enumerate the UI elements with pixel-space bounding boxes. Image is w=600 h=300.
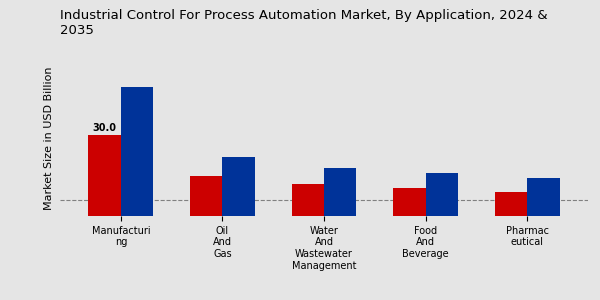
Bar	[88, 135, 121, 216]
Bar	[121, 87, 154, 216]
Y-axis label: Market Size in USD Billion: Market Size in USD Billion	[44, 66, 55, 210]
Bar	[324, 168, 356, 216]
Bar	[190, 176, 223, 216]
Bar	[223, 157, 255, 216]
Bar	[292, 184, 324, 216]
Bar	[393, 188, 425, 216]
Bar	[527, 178, 560, 216]
Text: 30.0: 30.0	[92, 123, 116, 133]
Text: Industrial Control For Process Automation Market, By Application, 2024 &
2035: Industrial Control For Process Automatio…	[60, 9, 548, 37]
Bar	[494, 192, 527, 216]
Bar	[425, 173, 458, 216]
